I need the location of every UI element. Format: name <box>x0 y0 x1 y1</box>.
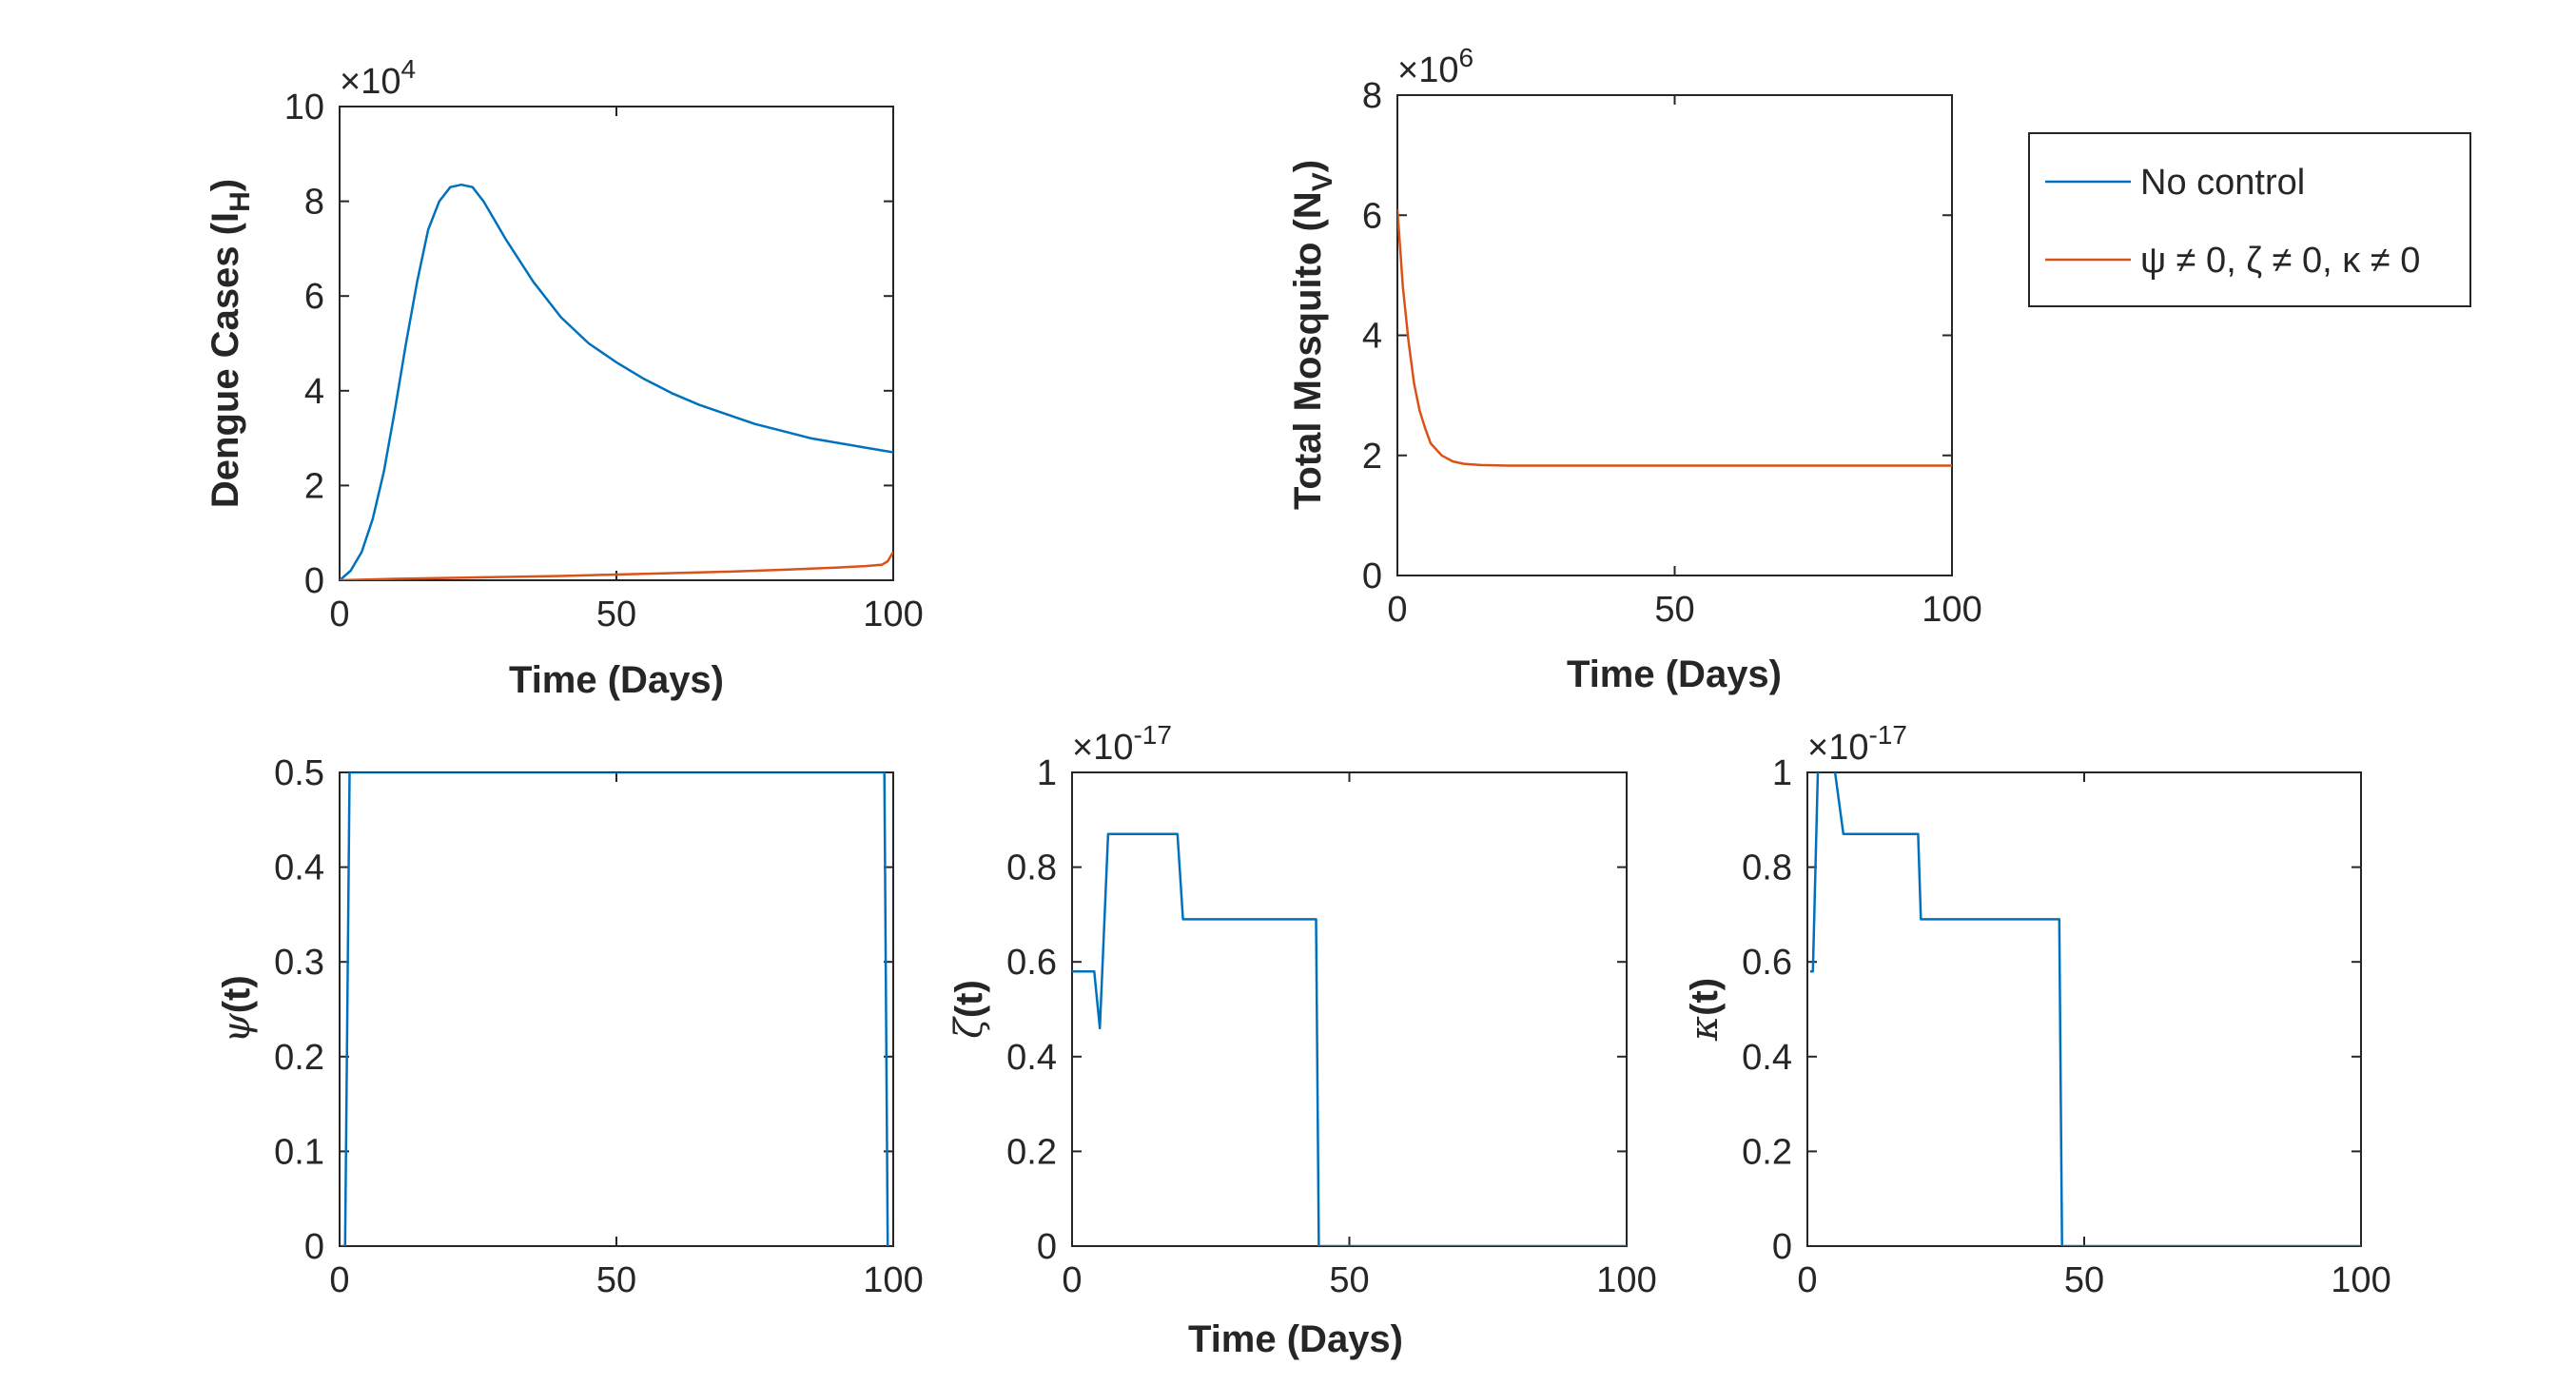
y-tick-label: 8 <box>304 183 324 223</box>
y-tick-label: 6 <box>1362 196 1382 236</box>
y-tick-label: 0.2 <box>1742 1132 1792 1172</box>
y-tick-label: 0 <box>304 1227 324 1267</box>
series-line-zeta <box>1072 832 1627 1246</box>
x-tick-label: 100 <box>1596 1260 1656 1300</box>
y-axis-label: Total Mosquito (NV) <box>1287 160 1338 510</box>
y-tick-label: 1 <box>1772 753 1792 793</box>
axis-ticks: 0 50 100 0 0.2 0.4 0.6 0.8 1 <box>1006 753 1657 1300</box>
axis-multiplier: ×104 <box>340 54 416 102</box>
series-line-psi-control <box>340 551 893 580</box>
x-tick-label: 0 <box>329 595 349 634</box>
y-tick-label: 0 <box>1362 556 1382 596</box>
y-tick-label: 0.3 <box>274 943 324 983</box>
x-tick-label: 50 <box>1329 1260 1369 1300</box>
y-tick-label: 0.5 <box>274 753 324 793</box>
series-line-no-control <box>340 183 893 580</box>
y-tick-label: 6 <box>304 277 324 317</box>
y-tick-label: 0.6 <box>1742 943 1792 983</box>
x-axis-label: Time (Days) <box>1567 653 1782 695</box>
x-tick-label: 100 <box>2331 1260 2391 1300</box>
x-tick-label: 100 <box>863 1260 923 1300</box>
plot-area <box>339 771 894 1247</box>
x-tick-label: 0 <box>1387 590 1407 630</box>
legend-box <box>2028 132 2471 307</box>
series-line-psi <box>341 772 889 1246</box>
series-line-psi-control <box>1397 208 1952 467</box>
data-series <box>1072 832 1627 1246</box>
data-series <box>1397 208 1952 467</box>
y-tick-label: 0.2 <box>274 1038 324 1078</box>
x-tick-label: 100 <box>1922 590 1981 630</box>
plot-area <box>339 106 894 581</box>
y-axis-label: κ(t) <box>1683 978 1727 1042</box>
axis-ticks: 0 50 100 0 0.1 0.2 0.3 0.4 0.5 <box>274 753 924 1300</box>
axis-ticks: 0 50 100 0 2 4 6 8 <box>1362 76 1982 630</box>
x-axis-label: Time (Days) <box>509 659 724 701</box>
plot-area <box>1396 94 1953 576</box>
y-tick-label: 8 <box>1362 76 1382 116</box>
x-tick-label: 50 <box>596 1260 636 1300</box>
legend: No control ψ ≠ 0, ζ ≠ 0, κ ≠ 0 <box>2028 132 2471 307</box>
y-tick-label: 0 <box>304 561 324 601</box>
axis-multiplier: ×106 <box>1397 43 1473 90</box>
y-tick-label: 0.4 <box>1742 1038 1792 1078</box>
x-tick-label: 0 <box>1797 1260 1817 1300</box>
y-tick-label: 0.6 <box>1006 943 1057 983</box>
axis-ticks: 0 50 100 0 2 4 6 8 10 <box>284 88 924 634</box>
axis-multiplier: ×10-17 <box>1072 720 1172 768</box>
y-axis-label: ζ(t) <box>947 980 991 1039</box>
y-tick-label: 10 <box>284 88 324 127</box>
x-tick-label: 0 <box>1062 1260 1082 1300</box>
y-axis-label: ψ(t) <box>215 975 259 1043</box>
y-tick-label: 4 <box>304 372 324 412</box>
legend-label-control: ψ ≠ 0, ζ ≠ 0, κ ≠ 0 <box>2140 241 2420 281</box>
y-tick-label: 0.4 <box>274 849 324 888</box>
y-tick-label: 0 <box>1037 1227 1057 1267</box>
data-series <box>1809 772 2361 1246</box>
axis-multiplier: ×10-17 <box>1807 720 1907 768</box>
y-tick-label: 4 <box>1362 317 1382 357</box>
plot-area <box>1806 771 2362 1247</box>
kappa-control-chart: 0 50 100 0 0.2 0.4 0.6 0.8 1 ×10-17 κ(t) <box>1683 720 2391 1300</box>
plot-area <box>1071 771 1628 1247</box>
psi-control-chart: 0 50 100 0 0.1 0.2 0.3 0.4 0.5 ψ(t) <box>215 753 924 1300</box>
legend-label-no-control: No control <box>2140 163 2305 203</box>
x-tick-label: 0 <box>329 1260 349 1300</box>
y-tick-label: 0 <box>1772 1227 1792 1267</box>
y-tick-label: 0.8 <box>1006 849 1057 888</box>
y-tick-label: 0.8 <box>1742 849 1792 888</box>
x-tick-label: 50 <box>596 595 636 634</box>
y-tick-label: 2 <box>1362 437 1382 477</box>
series-line-kappa <box>1809 772 2361 1246</box>
x-tick-label: 100 <box>863 595 923 634</box>
total-mosquito-chart: 0 50 100 0 2 4 6 8 ×106 Time (Days) Total Mosqu… <box>1287 43 1982 695</box>
data-series <box>340 183 893 580</box>
x-tick-label: 50 <box>1654 590 1694 630</box>
x-axis-label: Time (Days) <box>1188 1318 1403 1360</box>
y-tick-label: 0.2 <box>1006 1132 1057 1172</box>
x-tick-label: 50 <box>2064 1260 2104 1300</box>
data-series <box>341 772 889 1246</box>
y-tick-label: 0.1 <box>274 1132 324 1172</box>
y-tick-label: 2 <box>304 466 324 506</box>
y-tick-label: 0.4 <box>1006 1038 1057 1078</box>
y-axis-label: Dengue Cases (IH) <box>205 179 256 508</box>
dengue-cases-chart: 0 50 100 0 2 4 6 8 10 ×104 Time (Days) Dengue Ca… <box>205 54 924 701</box>
y-tick-label: 1 <box>1037 753 1057 793</box>
